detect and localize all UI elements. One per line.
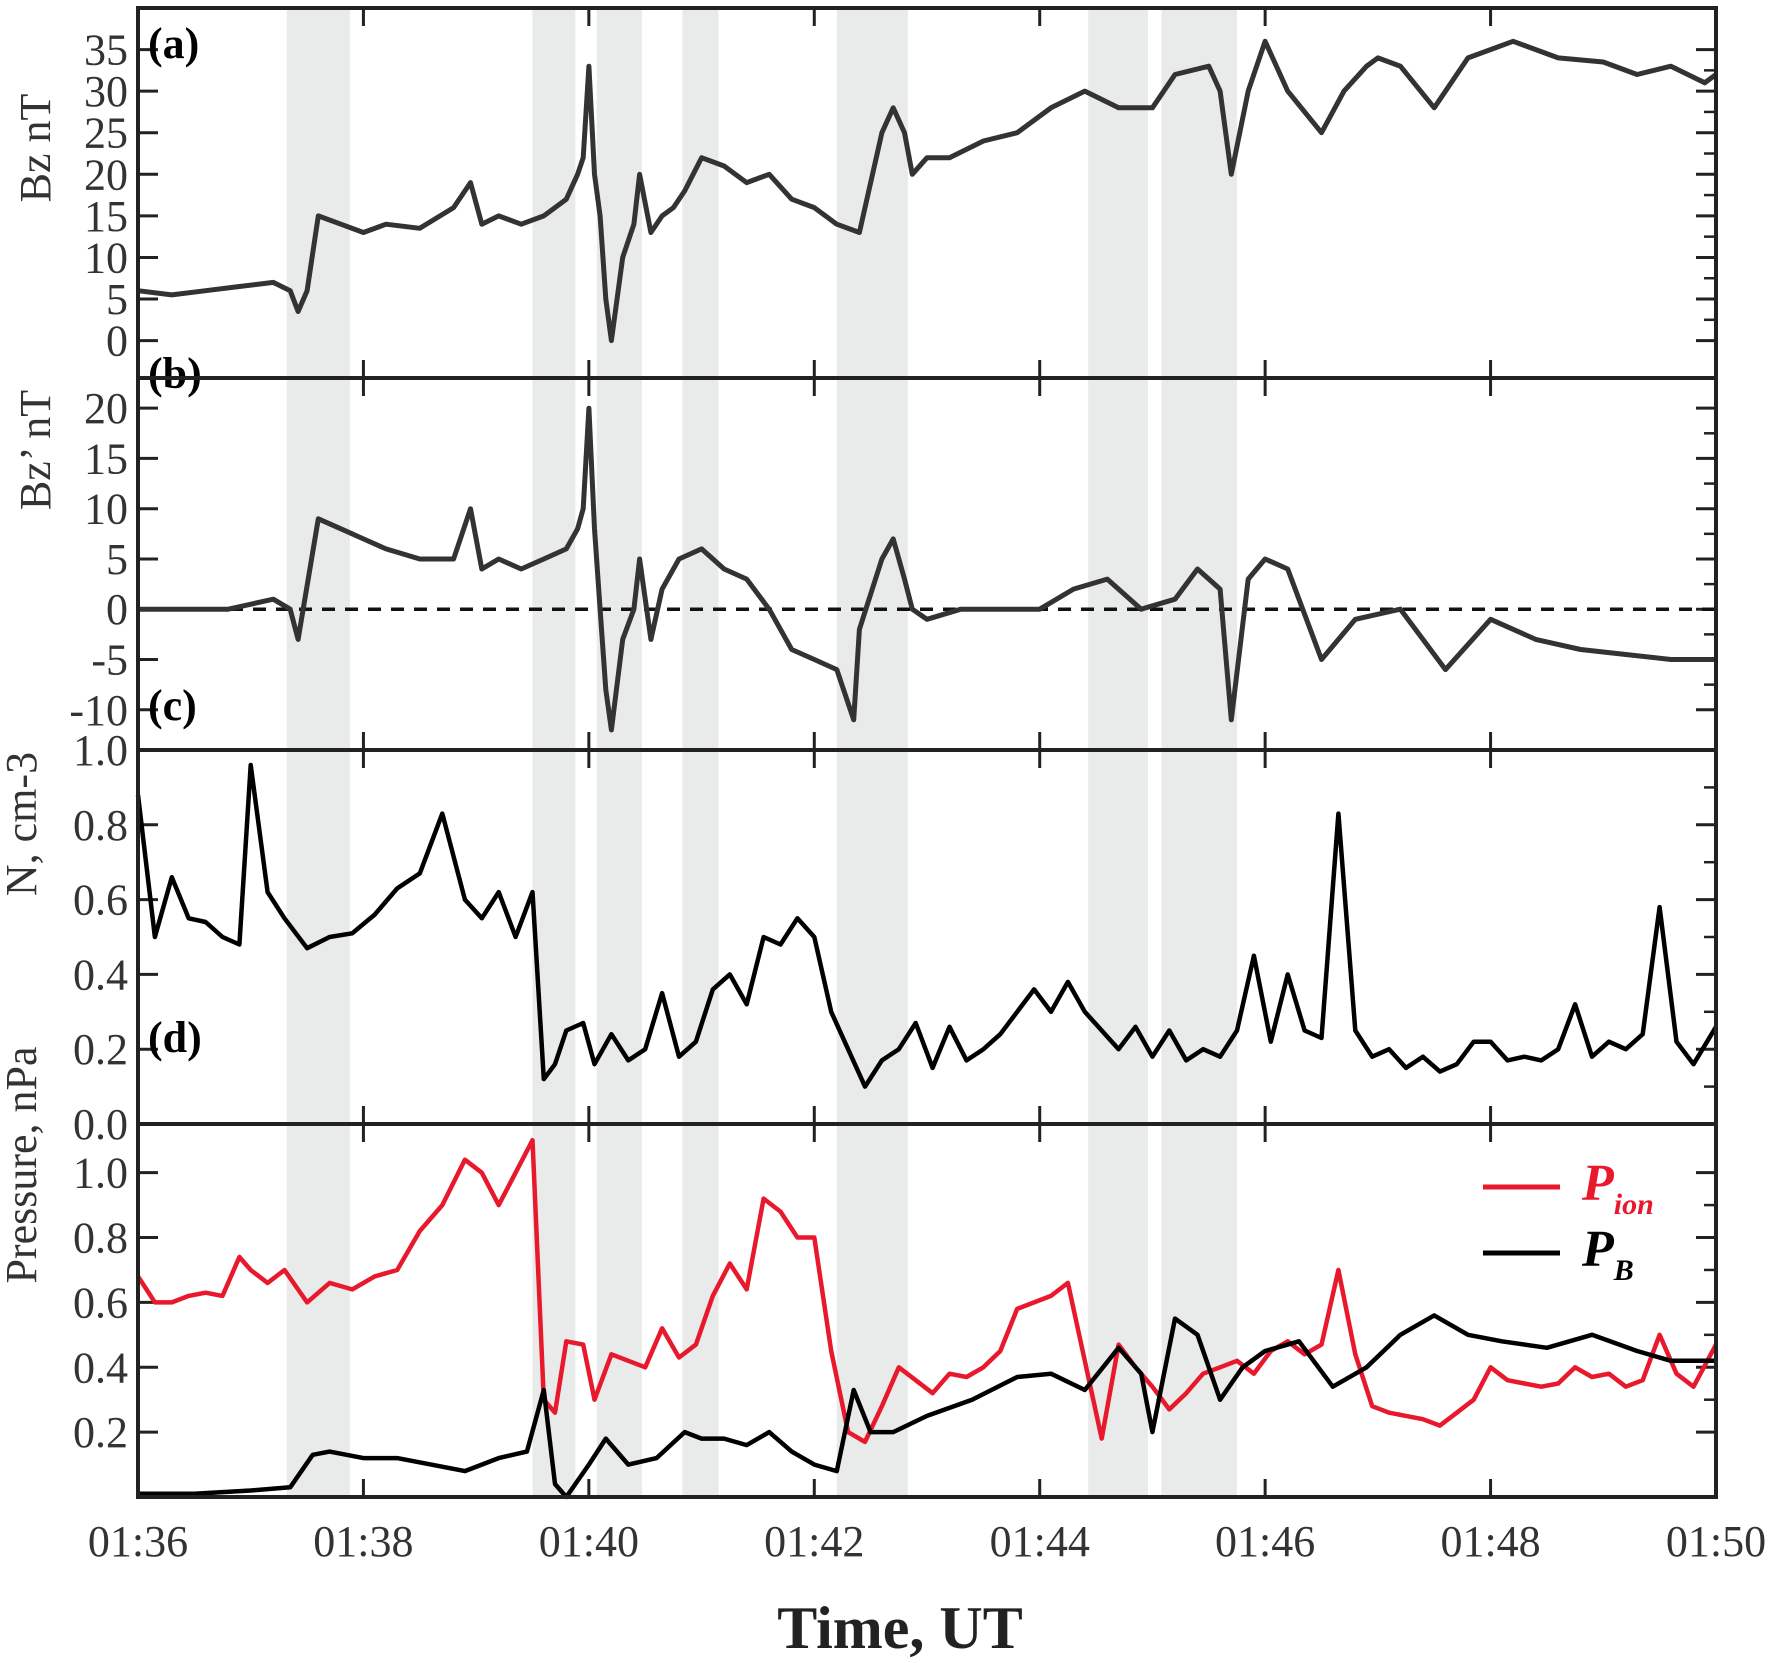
panel-b-ytick-label: 10	[84, 485, 128, 534]
panel-d-ytick-label: 0.2	[73, 1408, 128, 1457]
panel-b-ytick-label: -10	[69, 686, 128, 735]
panel-c-ytick-label: 0.0	[73, 1100, 128, 1149]
x-axis-label: Time, UT	[777, 1595, 1023, 1661]
panel-b-ytick-label: -5	[91, 636, 128, 685]
panel-a-ytick-label: 25	[84, 109, 128, 158]
panel-frame-panel-d	[136, 1122, 1718, 1499]
x-tick-label: 01:42	[764, 1517, 864, 1566]
panel-c-ytick-label: 0.2	[73, 1025, 128, 1074]
panel-frames	[136, 6, 1718, 1499]
panel-d-ytick-label: 0.4	[73, 1343, 128, 1392]
x-tick-label: 01:36	[88, 1517, 188, 1566]
panel-c-ytick-label: 0.6	[73, 876, 128, 925]
panel-a-ytick-label: 0	[106, 317, 128, 366]
legend-pb-sub: B	[1613, 1254, 1634, 1287]
panel-d-label: (d)	[148, 1013, 202, 1062]
panel-a-ytick-label: 15	[84, 192, 128, 241]
legend-pion-sub: ion	[1614, 1188, 1654, 1221]
x-tick-label: 01:46	[1215, 1517, 1315, 1566]
panel-c-ylabel: N, cm-3	[0, 752, 46, 896]
panel-d-ylabel: Pressure, nPa	[0, 1046, 46, 1283]
panel-a-label: (a)	[148, 19, 199, 68]
shaded-interval-0	[286, 8, 350, 1497]
panel-b-ytick-label: 15	[84, 434, 128, 483]
panel-d: 0.2 0.4 0.6 0.8 1.0 (d) Pressure, nPa Pion P…	[0, 1013, 1718, 1500]
panel-c-ytick-label: 1.0	[73, 726, 128, 775]
x-axis: 01:36 01:38 01:40 01:42 01:44 01:46 01:48 01:50	[88, 1517, 1766, 1566]
legend-pb-label: PB	[1581, 1221, 1634, 1287]
panel-frame-panel-a	[136, 6, 1718, 380]
panel-b-label: (b)	[148, 349, 202, 398]
shaded-interval-1	[532, 8, 576, 1497]
x-tick-label: 01:50	[1666, 1517, 1766, 1566]
panel-b-ytick-label: 5	[106, 535, 128, 584]
panel-c-density-line	[135, 762, 1718, 1089]
panel-d-ticks: 0.2 0.4 0.6 0.8 1.0	[73, 1124, 1718, 1497]
legend-pb-main: P	[1581, 1221, 1615, 1278]
panel-a-ytick-label: 5	[106, 275, 128, 324]
panel-c-label: (c)	[148, 681, 197, 730]
panel-d-ytick-label: 1.0	[73, 1149, 128, 1198]
x-tick-label: 01:40	[539, 1517, 639, 1566]
panel-b-ytick-label: 0	[106, 585, 128, 634]
panel-b-ylabel: Bz’ nT	[11, 390, 60, 510]
panel-d-pb-line	[138, 1313, 1716, 1500]
panel-b-bz-prime-line	[138, 405, 1716, 733]
panel-d-ytick-label: 0.6	[73, 1278, 128, 1327]
x-tick-label: 01:38	[313, 1517, 413, 1566]
shaded-interval-5	[1088, 8, 1148, 1497]
panel-a-ytick-label: 35	[84, 26, 128, 75]
legend: Pion PB	[1483, 1155, 1654, 1287]
legend-pion-main: P	[1581, 1155, 1615, 1212]
legend-pion-label: Pion	[1581, 1155, 1654, 1221]
panel-b-ytick-label: 20	[84, 384, 128, 433]
shaded-interval-6	[1161, 8, 1237, 1497]
x-tick-label: 01:48	[1440, 1517, 1540, 1566]
panel-c-ytick-label: 0.4	[73, 950, 128, 999]
panel-a-ytick-label: 10	[84, 233, 128, 282]
panel-c-ytick-label: 0.8	[73, 801, 128, 850]
shaded-intervals	[286, 8, 1237, 1497]
panel-a-ytick-label: 30	[84, 67, 128, 116]
panel-d-pion-line	[136, 1137, 1718, 1445]
panel-c-ticks: 0.0 0.2 0.4 0.6 0.8 1.0	[73, 726, 1718, 1149]
panel-a-ytick-label: 20	[84, 150, 128, 199]
shaded-interval-4	[836, 8, 908, 1497]
panel-frame-panel-c	[136, 748, 1718, 1126]
panel-a-bz-line	[137, 38, 1718, 344]
panel-frame-panel-b	[136, 376, 1718, 752]
panel-d-ytick-label: 0.8	[73, 1214, 128, 1263]
panel-a-ylabel: Bz nT	[11, 94, 60, 203]
x-tick-label: 01:44	[990, 1517, 1090, 1566]
panel-c: 0.0 0.2 0.4 0.6 0.8 1.0 (c) N, cm-3	[0, 681, 1718, 1149]
shaded-interval-3	[682, 8, 719, 1497]
